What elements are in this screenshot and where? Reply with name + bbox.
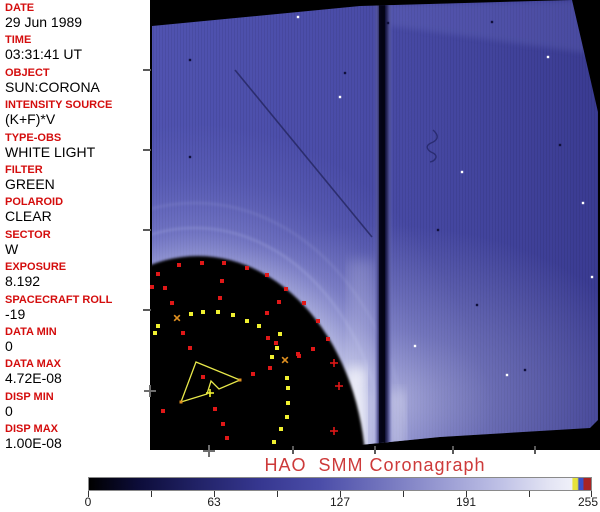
colorbar-tick (591, 491, 592, 497)
meta-date-label: DATE (5, 2, 35, 14)
colorbar-label-255: 255 (577, 495, 599, 509)
left-axis-tick (143, 69, 151, 71)
meta-exposure-label: EXPOSURE (5, 261, 67, 274)
meta-exposure-value: 8.192 (5, 273, 41, 290)
meta-sector-label: SECTOR (5, 228, 51, 241)
bottom-axis-tick (452, 446, 454, 454)
meta-disp-min: DISP MIN 0 (5, 391, 150, 423)
fiducial-wire (234, 69, 373, 238)
bottom-axis-tick (374, 446, 376, 454)
meta-polaroid-label: POLAROID (5, 196, 64, 209)
image-title: HAO SMM Coronagraph (264, 455, 486, 475)
meta-data-min: DATA MIN 0 (5, 326, 150, 358)
metadata-panel: DATE 29 Jun 1989 TIME 03:31:41 UT OBJECT SUN:… (0, 2, 150, 458)
meta-object: OBJECT SUN:CORONA (5, 67, 150, 99)
meta-disp-max-value: 1.00E-08 (5, 435, 62, 452)
colorbar-label-0: 0 (84, 495, 92, 509)
colorbar-tick-minor (529, 491, 530, 497)
meta-time-label: TIME (5, 34, 32, 47)
colorbar-tick-minor (403, 491, 404, 497)
star-specks (188, 15, 594, 377)
vignette-band (390, 0, 598, 55)
colorbar-tick-minor (277, 491, 278, 497)
left-axis-tick (143, 309, 151, 311)
colorbar-tick (214, 491, 215, 497)
meta-date-value: 29 Jun 1989 (5, 14, 83, 30)
colorbar-tick (88, 491, 89, 497)
colorbar-tick (340, 491, 341, 497)
meta-type-obs: TYPE-OBS WHITE LIGHT (5, 132, 150, 164)
left-axis-tick (143, 149, 151, 151)
meta-polaroid: POLAROID CLEAR (5, 196, 150, 228)
colorbar-tick-minor (151, 491, 152, 497)
meta-disp-max: DISP MAX 1.00E-08 (5, 423, 150, 455)
meta-polaroid-value: CLEAR (5, 208, 52, 225)
colorbar-label-127: 127 (329, 495, 351, 509)
colorbar-label-63: 63 (207, 495, 221, 509)
meta-filter-value: GREEN (5, 175, 55, 192)
meta-data-min-value: 0 (5, 337, 13, 354)
meta-filter: FILTER GREEN (5, 164, 150, 196)
intensity-colorbar (88, 477, 592, 491)
meta-date: DATE 29 Jun 1989 (5, 2, 150, 34)
thread-artifact (426, 129, 438, 163)
coronagraph-svg (30, 0, 600, 512)
meta-time: TIME 03:31:41 UT (5, 34, 150, 66)
left-axis-tick (143, 229, 151, 231)
meta-sector-value: W (5, 240, 19, 257)
fiducial-dots (150, 261, 343, 444)
meta-type-obs-label: TYPE-OBS (5, 131, 62, 144)
meta-data-max-label: DATA MAX (5, 358, 62, 371)
bottom-axis-tick (534, 446, 536, 454)
meta-object-label: OBJECT (5, 66, 50, 79)
coronagraph-image (30, 0, 600, 512)
bottom-axis-tick (292, 446, 294, 454)
meta-time-value: 03:31:41 UT (5, 46, 83, 63)
colorbar-tick (466, 491, 467, 497)
meta-data-min-label: DATA MIN (5, 325, 57, 338)
meta-spacecraft-roll-label: SPACECRAFT ROLL (5, 293, 113, 306)
meta-data-max-value: 4.72E-08 (5, 370, 62, 387)
meta-exposure: EXPOSURE 8.192 (5, 261, 150, 293)
meta-object-value: SUN:CORONA (5, 78, 100, 95)
meta-disp-min-label: DISP MIN (5, 390, 54, 403)
meta-disp-max-label: DISP MAX (5, 423, 58, 436)
meta-intensity-source: INTENSITY SOURCE (K+F)*V (5, 99, 150, 131)
meta-type-obs-value: WHITE LIGHT (5, 143, 96, 160)
colorbar-label-191: 191 (455, 495, 477, 509)
meta-filter-label: FILTER (5, 163, 43, 176)
meta-spacecraft-roll: SPACECRAFT ROLL -19 (5, 294, 150, 326)
meta-intensity-source-label: INTENSITY SOURCE (5, 99, 113, 112)
meta-disp-min-value: 0 (5, 402, 13, 419)
meta-intensity-source-value: (K+F)*V (5, 111, 56, 128)
meta-data-max: DATA MAX 4.72E-08 (5, 358, 150, 390)
meta-spacecraft-roll-value: -19 (5, 305, 26, 322)
meta-sector: SECTOR W (5, 229, 150, 261)
